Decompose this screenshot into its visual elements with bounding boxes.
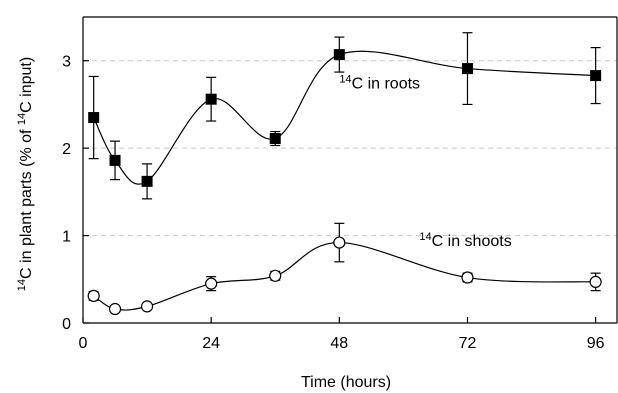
x-tick-label: 48 (330, 335, 348, 352)
y-axis-title-part-2: C in plant parts (% of (18, 125, 35, 279)
data-point-circle (589, 275, 602, 289)
data-point-square (205, 93, 217, 105)
y-axis-title-sup-2: 14 (16, 113, 28, 125)
series-label-text: C in roots (352, 76, 420, 93)
axes (82, 16, 618, 324)
data-point-circle (205, 277, 218, 290)
series-label-sup: 14 (339, 74, 351, 86)
data-point-square (333, 49, 345, 61)
data-point-square (269, 133, 281, 145)
series-2-curve (93, 241, 596, 311)
y-tick-label: 2 (62, 141, 71, 158)
data-point-circle (87, 289, 100, 302)
y-tick-label: 1 (62, 229, 71, 246)
x-axis-title: Time (hours) (301, 374, 391, 391)
series-1-label: 14C in roots (339, 74, 420, 93)
grid-lines (83, 60, 617, 237)
data-point-square (590, 70, 602, 82)
data-markers (87, 49, 602, 316)
data-point-circle (269, 269, 282, 282)
data-point-circle (140, 300, 154, 313)
y-axis-title-sup-1: 14 (16, 279, 28, 291)
data-point-square (109, 154, 121, 166)
x-tick-label: 72 (459, 335, 477, 352)
series-label-text: C in shoots (432, 233, 512, 250)
y-tick-label: 0 (62, 316, 71, 333)
y-axis-title: 14C in plant parts (% of 14C input) (16, 57, 35, 291)
series-label-sup: 14 (419, 231, 431, 243)
data-point-square (461, 63, 473, 75)
data-point-circle (333, 236, 346, 249)
data-point-circle (461, 271, 474, 284)
y-tick-label: 3 (62, 54, 71, 71)
x-tick-label: 24 (202, 335, 220, 352)
series-2-label: 14C in shoots (419, 231, 511, 250)
y-axis-title-part-4: C input) (18, 57, 35, 113)
series-curves (93, 50, 596, 311)
series-1-curve (93, 50, 596, 185)
x-tick-label: 96 (587, 335, 605, 352)
data-point-square (141, 175, 153, 187)
data-point-circle (108, 302, 122, 316)
tick-labels: 0 1 2 3 0 24 48 72 96 (62, 54, 605, 352)
x-tick-label: 0 (79, 335, 88, 352)
data-point-square (88, 112, 100, 124)
